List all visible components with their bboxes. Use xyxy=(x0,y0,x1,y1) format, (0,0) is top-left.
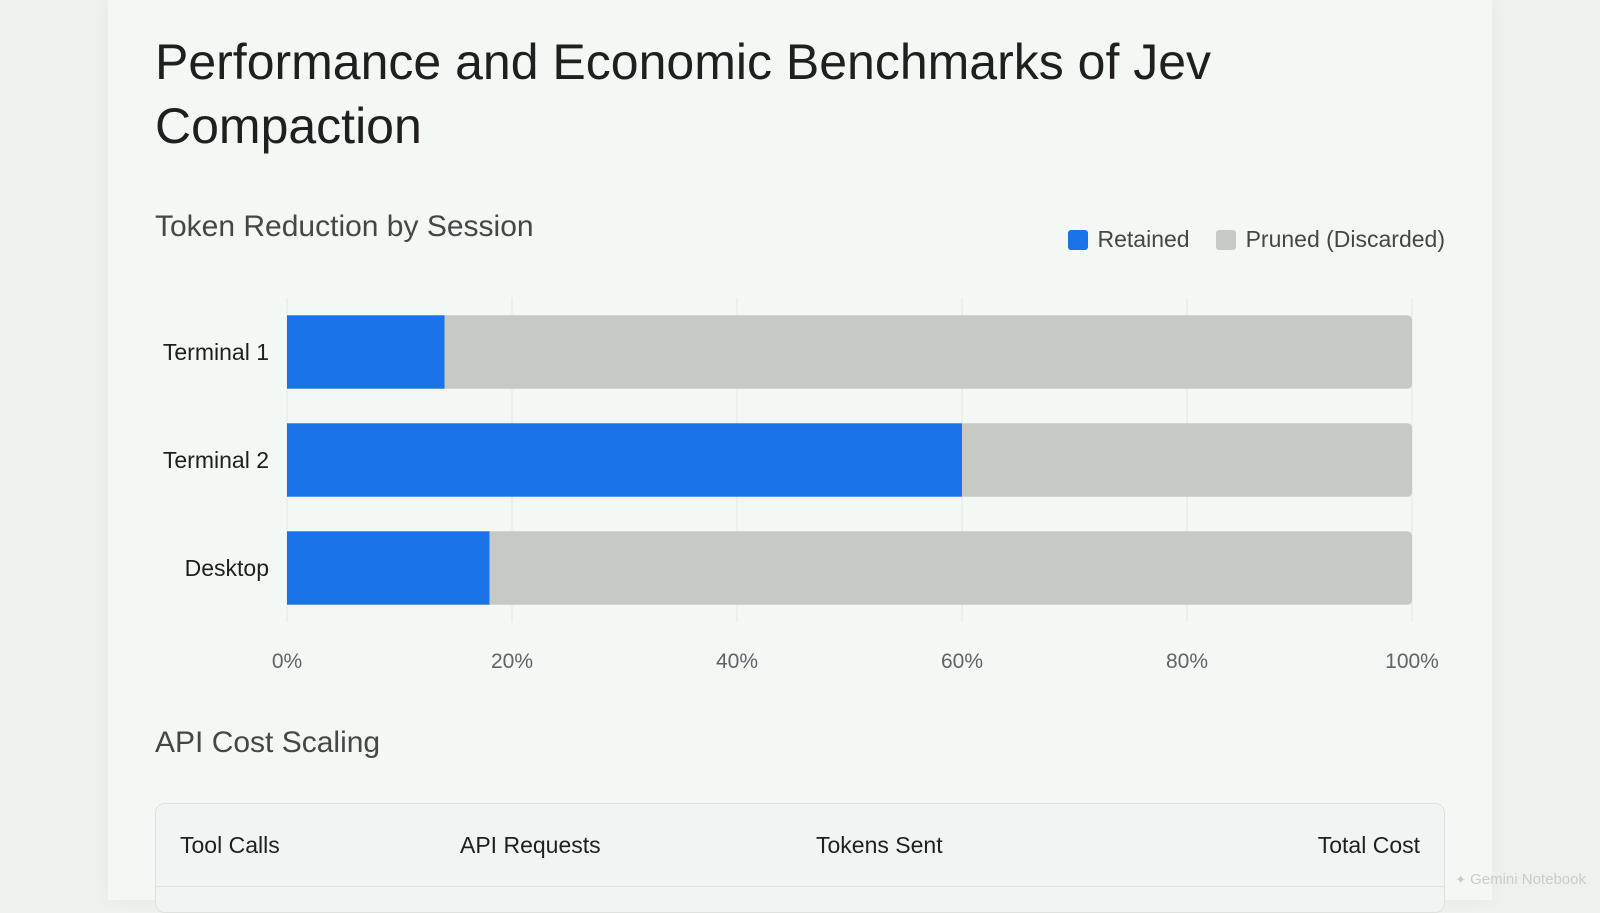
watermark: ✦ Gemini Notebook xyxy=(1455,871,1586,888)
column-header-tokens-sent: Tokens Sent xyxy=(816,832,943,858)
api-cost-table: Tool Calls API Requests Tokens Sent Tota… xyxy=(155,803,1445,913)
legend-item-pruned: Pruned (Discarded) xyxy=(1215,226,1445,253)
page-title: Performance and Economic Benchmarks of J… xyxy=(155,34,1212,154)
bar-segment-pruned xyxy=(962,423,1412,497)
category-label: Terminal 1 xyxy=(163,339,269,365)
x-tick-label: 100% xyxy=(1385,650,1439,673)
legend-swatch-retained xyxy=(1067,229,1088,250)
bar-segment-retained xyxy=(287,531,490,605)
legend-label-retained: Retained xyxy=(1097,226,1190,252)
x-tick-label: 40% xyxy=(716,650,758,673)
legend-item-retained: Retained xyxy=(1067,226,1190,253)
column-header-api-requests: API Requests xyxy=(460,832,601,858)
bar-segment-pruned xyxy=(444,315,1412,389)
gemini-icon: ✦ xyxy=(1455,871,1467,887)
bar-segment-retained xyxy=(287,315,445,389)
chart-section-title: Token Reduction by Session xyxy=(155,210,534,243)
category-label: Terminal 2 xyxy=(163,447,269,473)
category-label: Desktop xyxy=(185,555,269,581)
legend-swatch-pruned xyxy=(1215,229,1236,250)
x-tick-label: 80% xyxy=(1166,650,1208,673)
chart-legend: Retained Pruned (Discarded) xyxy=(1050,226,1445,253)
column-header-tool-calls: Tool Calls xyxy=(180,832,280,858)
x-tick-label: 60% xyxy=(941,650,983,673)
bar-segment-retained xyxy=(287,423,962,497)
table-header-row: Tool Calls API Requests Tokens Sent Tota… xyxy=(156,804,1444,887)
legend-label-pruned: Pruned (Discarded) xyxy=(1245,226,1445,252)
bar-segment-pruned xyxy=(489,531,1412,605)
column-header-total-cost: Total Cost xyxy=(1317,832,1420,858)
watermark-label: Gemini Notebook xyxy=(1470,871,1586,888)
table-section-title: API Cost Scaling xyxy=(155,726,381,759)
x-tick-label: 20% xyxy=(491,650,533,673)
x-tick-label: 0% xyxy=(272,650,302,673)
